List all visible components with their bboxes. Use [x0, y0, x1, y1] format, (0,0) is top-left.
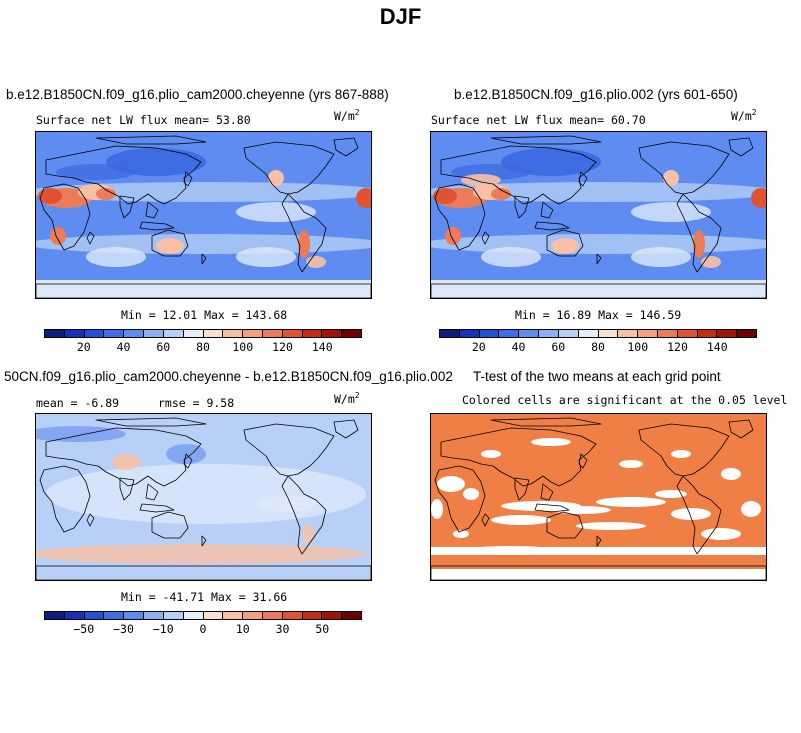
colorbar-tick-label: 140 [706, 340, 728, 354]
colorbar-swatch [440, 330, 460, 337]
colorbar-tick-label: 0 [199, 622, 207, 636]
colorbar-swatch [243, 330, 263, 337]
colorbar-tick-label: 100 [232, 340, 254, 354]
panel-title-top-left: b.e12.B1850CN.f09_g16.plio_cam2000.cheye… [6, 87, 389, 102]
colorbar-tick-label: −50 [73, 622, 95, 636]
panel-title-bottom-left: 50CN.f09_g16.plio_cam2000.cheyenne - b.e… [4, 369, 453, 384]
colorbar-swatch [598, 330, 619, 337]
colorbar-tick-label: 120 [272, 340, 293, 354]
colorbar-tick-label: 60 [156, 340, 171, 354]
minmax-label-bottom-left: Min = -41.71 Max = 31.66 [121, 590, 288, 604]
colorbar-tick-label: 120 [667, 340, 688, 354]
colorbar-bottom-left [44, 611, 362, 620]
colorbar-swatch [84, 612, 105, 619]
colorbar-swatch [144, 330, 164, 337]
colorbar-tick-label: 30 [275, 622, 290, 636]
colorbar-labels-bottom-left: −50 −30 −10 0 10 30 50 [44, 622, 362, 638]
colorbar-swatch [163, 330, 184, 337]
minmax-label-top-right: Min = 16.89 Max = 146.59 [515, 308, 682, 322]
colorbar-swatch [737, 330, 756, 337]
colorbar-swatch [144, 612, 164, 619]
colorbar-swatch [104, 330, 125, 337]
colorbar-swatch [223, 330, 244, 337]
colorbar-swatch [479, 330, 500, 337]
colorbar-tick-label: −30 [113, 622, 134, 636]
colorbar-tick-label: 40 [116, 340, 131, 354]
units-label-top-left: W/m2 [334, 108, 360, 123]
colorbar-swatch [459, 330, 480, 337]
colorbar-swatch [262, 612, 283, 619]
colorbar-swatch [223, 612, 244, 619]
colorbar-top-right [439, 329, 757, 338]
colorbar-swatch [84, 330, 105, 337]
colorbar-swatch [638, 330, 658, 337]
map-bottom-left [35, 413, 372, 581]
colorbar-swatch [282, 330, 303, 337]
colorbar-tick-label: 80 [196, 340, 210, 354]
panel-title-top-right: b.e12.B1850CN.f09_g16.plio.002 (yrs 601-… [454, 87, 738, 102]
units-label-top-right: W/m2 [731, 108, 757, 123]
mean-label-bottom-left: mean = -6.89 [36, 396, 120, 410]
colorbar-swatch [657, 330, 678, 337]
colorbar-swatch [539, 330, 559, 337]
colorbar-swatch [163, 612, 184, 619]
colorbar-swatch [45, 612, 65, 619]
colorbar-swatch [558, 330, 579, 337]
colorbar-swatch [302, 330, 323, 337]
colorbar-swatch [697, 330, 718, 337]
colorbar-swatch [203, 612, 224, 619]
colorbar-swatch [64, 330, 85, 337]
colorbar-swatch [578, 330, 599, 337]
colorbar-swatch [45, 330, 65, 337]
significance-label-bottom-right: Colored cells are significant at the 0.0… [462, 393, 788, 407]
colorbar-swatch [322, 330, 343, 337]
colorbar-swatch [519, 330, 540, 337]
colorbar-swatch [262, 330, 283, 337]
colorbar-swatch [618, 330, 639, 337]
colorbar-swatch [282, 612, 303, 619]
colorbar-swatch [677, 330, 698, 337]
colorbar-tick-label: 60 [551, 340, 566, 354]
colorbar-top-left [44, 329, 362, 338]
colorbar-tick-label: 80 [591, 340, 605, 354]
colorbar-tick-label: 140 [311, 340, 333, 354]
colorbar-swatch [322, 612, 343, 619]
colorbar-swatch [302, 612, 323, 619]
minmax-label-top-left: Min = 12.01 Max = 143.68 [121, 308, 288, 322]
colorbar-swatch [104, 612, 125, 619]
colorbar-swatch [183, 612, 204, 619]
colorbar-swatch [342, 330, 361, 337]
colorbar-swatch [124, 612, 145, 619]
mean-label-top-left: Surface net LW flux mean= 53.80 [36, 113, 251, 127]
colorbar-swatch [243, 612, 263, 619]
colorbar-swatch [64, 612, 85, 619]
colorbar-tick-label: 50 [315, 622, 330, 636]
units-label-bottom-left: W/m2 [334, 391, 360, 406]
colorbar-tick-label: 100 [627, 340, 649, 354]
colorbar-tick-label: 20 [76, 340, 91, 354]
mean-label-top-right: Surface net LW flux mean= 60.70 [431, 113, 646, 127]
colorbar-tick-label: −10 [152, 622, 174, 636]
colorbar-tick-label: 20 [471, 340, 486, 354]
colorbar-tick-label: 10 [235, 622, 250, 636]
map-top-left [35, 131, 372, 299]
page-title: DJF [379, 4, 422, 29]
colorbar-labels-top-right: 20 40 60 80 100 120 140 [439, 340, 757, 356]
colorbar-labels-top-left: 20 40 60 80 100 120 140 [44, 340, 362, 356]
colorbar-swatch [203, 330, 224, 337]
map-top-right [430, 131, 767, 299]
colorbar-swatch [717, 330, 738, 337]
colorbar-swatch [183, 330, 204, 337]
map-bottom-right [430, 413, 767, 581]
rmse-label-bottom-left: rmse = 9.58 [158, 396, 235, 410]
colorbar-swatch [499, 330, 520, 337]
colorbar-tick-label: 40 [511, 340, 526, 354]
colorbar-swatch [124, 330, 145, 337]
colorbar-swatch [342, 612, 361, 619]
panel-title-bottom-right: T-test of the two means at each grid poi… [473, 369, 721, 384]
